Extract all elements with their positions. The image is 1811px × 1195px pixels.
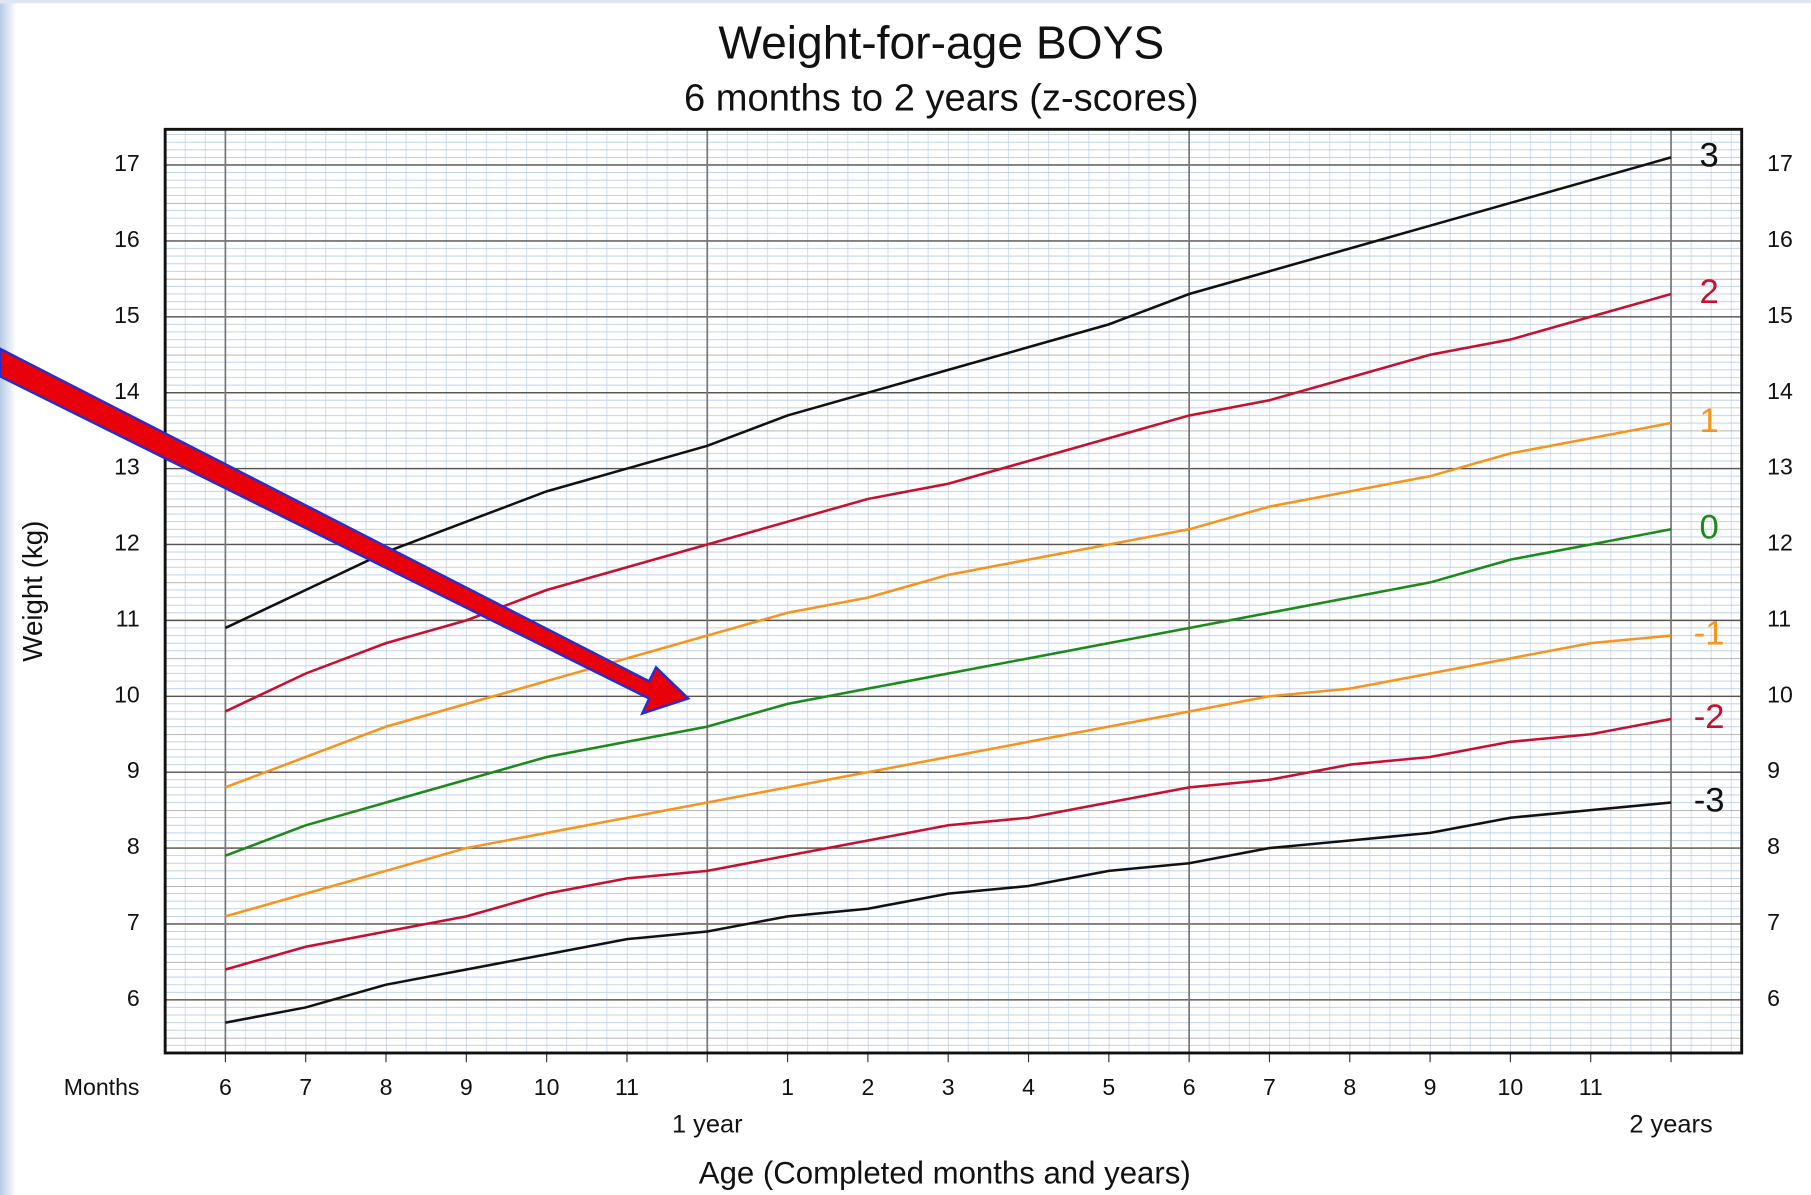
x-axis-label: Age (Completed months and years) <box>699 1156 1191 1191</box>
y-tick-label-right: 15 <box>1767 302 1793 328</box>
x-tick-label: 8 <box>380 1074 393 1100</box>
y-tick-label-right: 14 <box>1767 378 1793 404</box>
y-tick-label-right: 10 <box>1767 681 1793 707</box>
z-score-line <box>225 634 1672 918</box>
y-tick-label-right: 17 <box>1767 150 1793 176</box>
z-score-line <box>224 421 1672 789</box>
y-axis-label: Weight (kg) <box>17 521 48 662</box>
line-label: 2 <box>1700 273 1719 311</box>
chart-title: Weight-for-age BOYS <box>718 16 1164 68</box>
y-tick-label-right: 6 <box>1767 985 1780 1011</box>
slide-top <box>0 0 1811 4</box>
y-tick-label: 13 <box>114 454 140 480</box>
x-tick-label: 9 <box>460 1074 473 1100</box>
y-tick-label-right: 16 <box>1767 226 1793 252</box>
x-tick-label: 6 <box>219 1074 232 1100</box>
plot-area <box>165 129 1742 1053</box>
slide-edge <box>0 0 17 1195</box>
annotation-arrow <box>0 347 691 716</box>
x-tick-label: 3 <box>942 1074 955 1100</box>
y-tick-label: 8 <box>127 833 140 859</box>
y-tick-label-right: 8 <box>1767 833 1780 859</box>
y-tick-label: 9 <box>127 757 140 783</box>
x-tick-label: 5 <box>1102 1074 1115 1100</box>
y-tick-label: 7 <box>127 909 140 935</box>
chart-subtitle: 6 months to 2 years (z-scores) <box>684 78 1199 120</box>
x-tick-label: 10 <box>534 1074 560 1100</box>
y-tick-label: 6 <box>127 985 140 1011</box>
x-tick-label: 10 <box>1498 1074 1524 1100</box>
months-label: Months <box>64 1074 140 1100</box>
x-tick-label: 11 <box>1579 1074 1603 1100</box>
line-label: -2 <box>1694 698 1725 736</box>
line-label: 3 <box>1700 137 1719 175</box>
x-tick-label: 6 <box>1183 1074 1196 1100</box>
y-tick-label: 11 <box>116 605 140 631</box>
year-tick-label: 1 year <box>672 1110 743 1138</box>
y-tick-label-right: 11 <box>1767 605 1791 631</box>
z-score-line <box>225 801 1672 1024</box>
x-tick-label: 9 <box>1424 1074 1437 1100</box>
x-tick-label: 7 <box>1263 1074 1276 1100</box>
x-tick-label: 4 <box>1022 1074 1035 1100</box>
x-tick-label: 11 <box>615 1074 639 1100</box>
y-tick-label-right: 7 <box>1767 909 1780 935</box>
line-label: 0 <box>1700 508 1719 546</box>
z-score-line <box>225 717 1672 971</box>
y-tick-label: 12 <box>114 530 140 556</box>
x-tick-label: 2 <box>861 1074 874 1100</box>
line-label: -3 <box>1694 782 1725 820</box>
arrow-shape <box>0 347 691 716</box>
x-tick-label: 7 <box>299 1074 312 1100</box>
z-score-line <box>224 528 1672 857</box>
z-score-line <box>224 292 1672 713</box>
line-label: 1 <box>1700 402 1719 440</box>
z-score-line <box>224 156 1672 630</box>
y-tick-label: 16 <box>114 226 140 252</box>
year-tick-label: 2 years <box>1629 1110 1712 1138</box>
y-tick-label: 17 <box>114 150 140 176</box>
y-tick-label-right: 9 <box>1767 757 1780 783</box>
y-tick-label: 14 <box>114 378 140 404</box>
x-tick-label: 8 <box>1343 1074 1356 1100</box>
y-tick-label-right: 12 <box>1767 530 1793 556</box>
plot-frame <box>163 127 1744 1055</box>
y-tick-label-right: 13 <box>1767 454 1793 480</box>
y-tick-label: 15 <box>114 302 140 328</box>
x-tick-label: 1 <box>781 1074 794 1100</box>
line-label: -1 <box>1694 615 1725 653</box>
y-tick-label: 10 <box>114 681 140 707</box>
